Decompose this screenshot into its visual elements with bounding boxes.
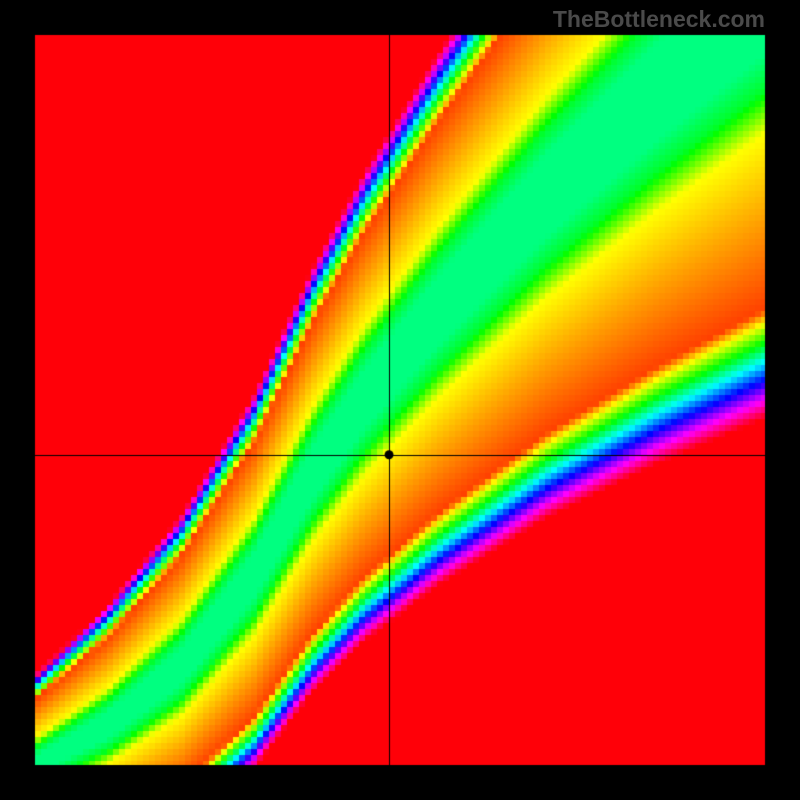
watermark-text: TheBottleneck.com [553,6,765,33]
chart-container: TheBottleneck.com [0,0,800,800]
bottleneck-heatmap [0,0,800,800]
